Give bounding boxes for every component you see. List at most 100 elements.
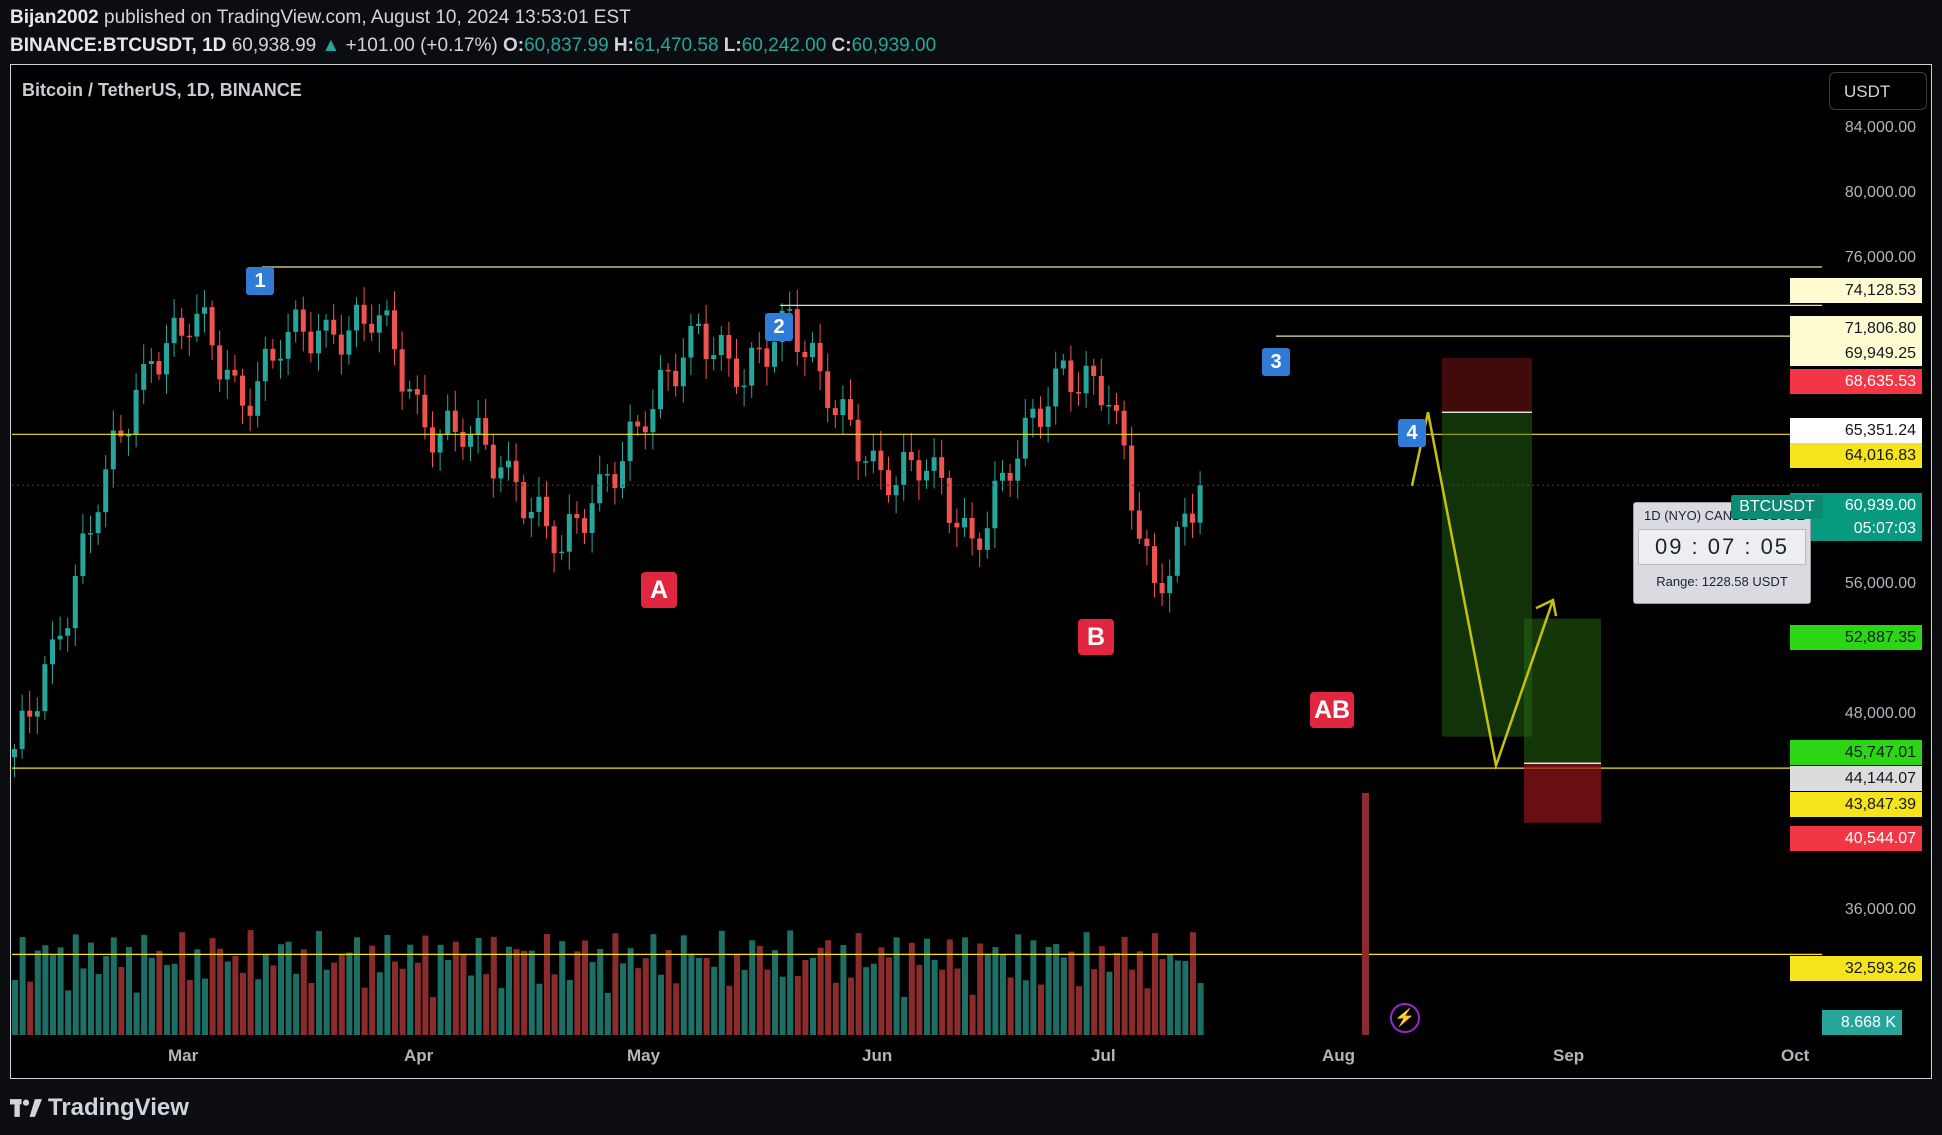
wave-label-4[interactable]: 4 xyxy=(1398,419,1426,447)
volume-bar xyxy=(802,959,809,1035)
candle xyxy=(209,307,215,346)
candle-countdown-widget[interactable]: 1D (NYO) CANDLE CLOSE 09 : 07 : 05 Range… xyxy=(1633,502,1811,604)
candle xyxy=(194,313,200,337)
projection-arrowhead xyxy=(1535,598,1558,617)
author-name[interactable]: Bijan2002 xyxy=(10,7,99,28)
volume-bar xyxy=(506,946,512,1035)
candle xyxy=(954,522,960,528)
currency-button[interactable]: USDT xyxy=(1829,72,1927,110)
pattern-label-b[interactable]: B xyxy=(1078,619,1114,655)
candle xyxy=(513,460,519,483)
candles xyxy=(12,287,1203,778)
volume-bar xyxy=(1000,954,1006,1035)
position-stop-zone xyxy=(1442,357,1532,413)
candle xyxy=(984,528,990,550)
volume-bar xyxy=(171,963,178,1035)
candle xyxy=(825,371,831,409)
candle xyxy=(658,369,663,410)
price-badge: 43,847.39 xyxy=(1790,792,1922,817)
date-tick: Sep xyxy=(1553,1046,1585,1065)
candle xyxy=(293,309,299,332)
volume-bar xyxy=(1159,959,1166,1035)
open-label: O: xyxy=(503,35,525,56)
price-badge: 52,887.35 xyxy=(1790,625,1922,650)
wave-label-3[interactable]: 3 xyxy=(1262,348,1290,376)
countdown-range: Range: 1228.58 USDT xyxy=(1656,574,1788,589)
volume-bar xyxy=(95,974,102,1035)
candle xyxy=(893,484,899,496)
volume-bar xyxy=(718,930,725,1035)
volume-bar xyxy=(1038,984,1044,1035)
volume-bar xyxy=(726,985,733,1035)
volume-bar xyxy=(452,941,459,1035)
volume-bar xyxy=(1022,980,1029,1035)
candle xyxy=(407,389,413,392)
volume-bar xyxy=(414,962,421,1035)
volume-bar xyxy=(483,974,490,1035)
chart-frame[interactable] xyxy=(10,64,1932,1079)
candle xyxy=(217,345,223,380)
candle xyxy=(255,381,261,416)
candle xyxy=(749,347,755,386)
volume-bar xyxy=(566,979,573,1035)
volume-bar xyxy=(741,969,748,1035)
volume-bar xyxy=(1098,946,1105,1035)
volume-bar xyxy=(916,965,923,1035)
volume-bar xyxy=(255,979,262,1035)
candle xyxy=(72,575,78,629)
price-badge: 69,949.25 xyxy=(1790,341,1922,366)
price-change: +101.00 (+0.17%) xyxy=(345,35,498,56)
candle xyxy=(551,526,557,554)
volume-bar xyxy=(977,943,984,1035)
candle xyxy=(460,431,466,447)
candle xyxy=(544,496,549,527)
volume-bar xyxy=(604,992,611,1035)
wave-label-2[interactable]: 2 xyxy=(765,313,793,341)
candle xyxy=(331,319,337,335)
candle xyxy=(794,309,800,352)
volume-badge: 8.668 K xyxy=(1822,1010,1902,1035)
candle xyxy=(969,517,975,539)
candle xyxy=(1167,575,1173,594)
volume-bar xyxy=(642,958,649,1035)
drawings xyxy=(12,266,1822,1035)
pattern-label-a[interactable]: A xyxy=(641,572,677,608)
candle xyxy=(627,421,633,462)
volume-bar xyxy=(278,944,284,1035)
lightning-icon[interactable]: ⚡ xyxy=(1390,1003,1420,1033)
candle xyxy=(870,450,876,462)
symbol-text: BINANCE:BTCUSDT, 1D xyxy=(10,35,227,56)
candle xyxy=(604,474,610,476)
volume-bar xyxy=(80,968,87,1035)
volume-bar xyxy=(620,963,626,1035)
volume-bar xyxy=(1114,952,1120,1035)
candle xyxy=(703,323,709,360)
candle xyxy=(323,319,329,331)
candle xyxy=(57,635,63,640)
volume-bar xyxy=(72,934,79,1035)
price-badge: 65,351.24 xyxy=(1790,418,1922,443)
candle xyxy=(498,467,504,479)
position-target-zone xyxy=(1524,618,1601,764)
candle xyxy=(1045,406,1051,427)
pattern-label-ab[interactable]: AB xyxy=(1310,692,1355,728)
candle xyxy=(680,357,686,387)
candle xyxy=(832,408,838,416)
candle xyxy=(566,514,572,552)
volume-bar xyxy=(323,969,330,1035)
volume-bar xyxy=(240,972,246,1035)
candle xyxy=(1190,513,1195,523)
footer-brand[interactable]: TradingView xyxy=(10,1094,189,1122)
candle xyxy=(1106,404,1112,407)
candle xyxy=(103,469,109,513)
volume-bar xyxy=(27,981,34,1035)
volume-bar xyxy=(1091,969,1098,1035)
volume-bar xyxy=(536,983,543,1035)
volume-bar xyxy=(992,946,999,1035)
wave-label-1[interactable]: 1 xyxy=(246,267,274,295)
volume-bar xyxy=(574,951,581,1035)
volume-bar xyxy=(696,957,702,1035)
candle xyxy=(673,370,679,387)
candle xyxy=(810,342,815,358)
